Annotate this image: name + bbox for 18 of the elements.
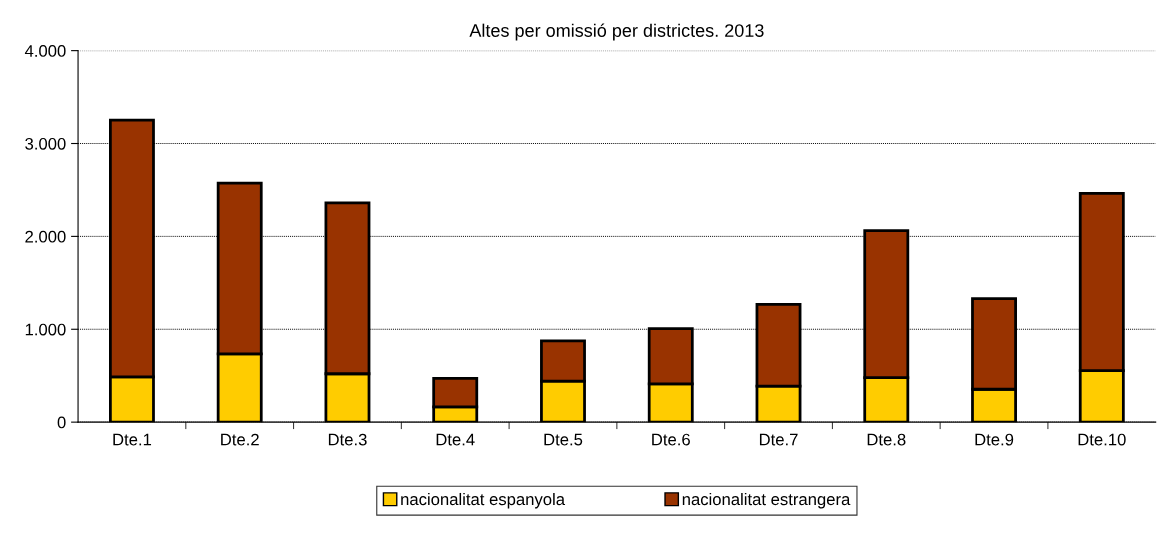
- x-tick-label: Dte.3: [328, 433, 367, 446]
- x-tick-label: Dte.1: [113, 433, 152, 446]
- x-tick-label: Dte.9: [975, 433, 1014, 446]
- y-tick-label: 4.000: [24, 45, 66, 57]
- legend-label: nacionalitat estrangera: [682, 492, 851, 509]
- legend-label: nacionalitat espanyola: [401, 492, 566, 509]
- x-tick-label: Dte.5: [544, 433, 583, 446]
- x-tick-label: Dte.4: [436, 433, 475, 446]
- y-tick-label: 2.000: [25, 230, 66, 243]
- x-tick-label: Dte.10: [1078, 433, 1126, 446]
- y-tick-label: 3.000: [25, 137, 66, 150]
- chart-title: Altes per omissió per districtes. 2013: [469, 23, 764, 41]
- x-tick-label: Dte.6: [652, 433, 690, 446]
- y-tick-label: 0: [57, 416, 66, 429]
- y-tick-label: 1.000: [25, 323, 66, 336]
- x-tick-label: Dte.8: [867, 433, 906, 446]
- x-tick-label: Dte.2: [221, 433, 259, 446]
- x-tick-label: Dte.7: [759, 433, 798, 446]
